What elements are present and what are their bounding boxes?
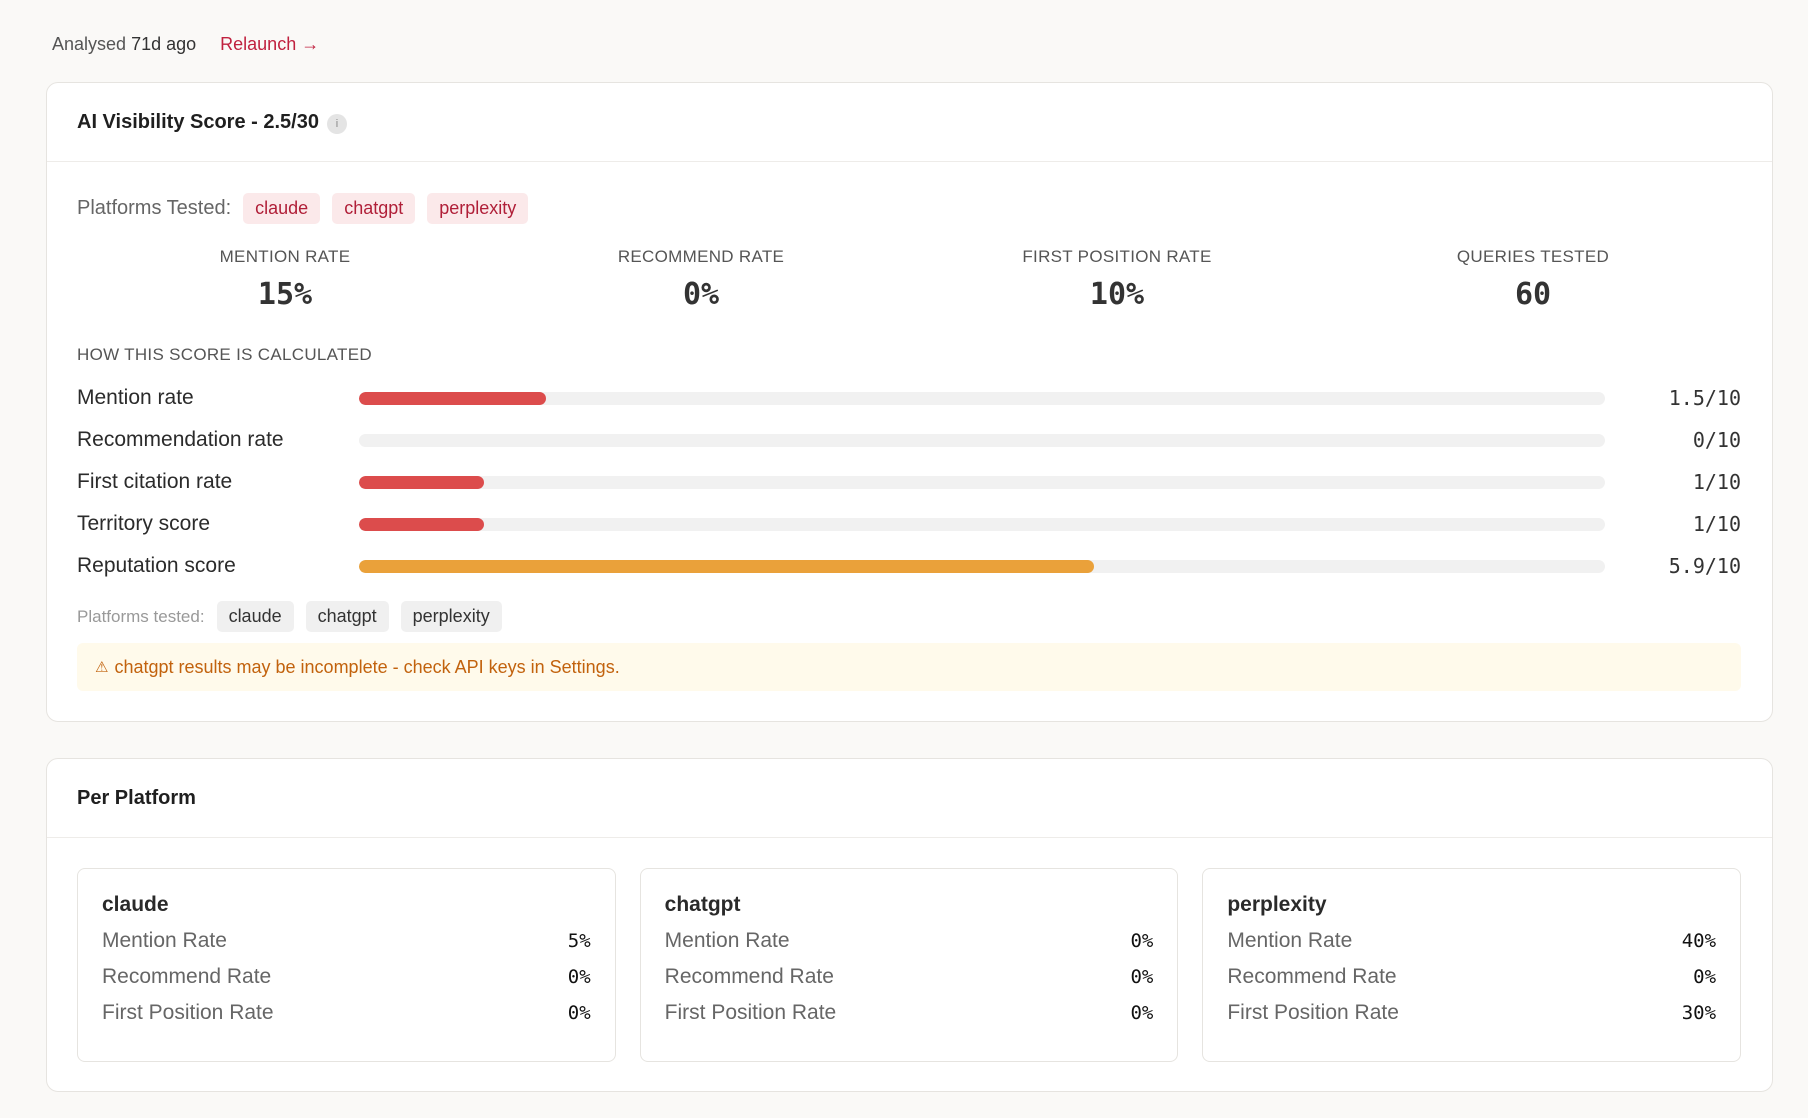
breakdown-label: Recommendation rate (77, 428, 284, 451)
stat-mention-rate: MENTION RATE 15% (77, 247, 493, 312)
platform-box-perplexity: perplexity Mention Rate 40% Recommend Ra… (1202, 868, 1742, 1062)
progress-track (359, 475, 1605, 489)
visibility-score-header: AI Visibility Score - 2.5/30 i (47, 83, 1772, 162)
analysed-timestamp: Analysed 71d ago (52, 34, 196, 55)
breakdown-row-mention: Mention rate 1.5/10 (77, 377, 1741, 419)
metric-value: 0% (1130, 1002, 1154, 1024)
breakdown-row-recommendation: Recommendation rate 0/10 (77, 419, 1741, 461)
progress-fill (359, 559, 1095, 573)
platform-box-chatgpt: chatgpt Mention Rate 0% Recommend Rate 0… (639, 868, 1179, 1062)
breakdown-label: Mention rate (77, 386, 194, 409)
metric-row: First Position Rate 0% (102, 995, 591, 1031)
progress-track (359, 517, 1605, 531)
per-platform-header: Per Platform (47, 759, 1772, 838)
breakdown-value: 1/10 (1692, 512, 1741, 536)
stat-queries-tested: QUERIES TESTED 60 (1325, 247, 1741, 312)
score-breakdown: Mention rate 1.5/10 Recommendation rate … (77, 377, 1741, 587)
progress-track (359, 433, 1605, 447)
breakdown-value: 1/10 (1692, 470, 1741, 494)
per-platform-title: Per Platform (77, 786, 196, 809)
breakdown-label: First citation rate (77, 470, 233, 493)
metric-row: First Position Rate 30% (1227, 995, 1716, 1031)
metric-value: 0% (1693, 966, 1717, 988)
visibility-score-card: AI Visibility Score - 2.5/30 i Platforms… (46, 82, 1773, 722)
stat-label: QUERIES TESTED (1456, 247, 1610, 266)
metric-label: Mention Rate (1227, 929, 1353, 952)
warning-text: chatgpt results may be incomplete - chec… (114, 656, 620, 677)
metric-value: 30% (1681, 1002, 1717, 1024)
analysed-time: 71d ago (131, 34, 197, 54)
breakdown-label: Reputation score (77, 554, 236, 577)
summary-stats: MENTION RATE 15% RECOMMEND RATE 0% FIRST… (77, 247, 1741, 312)
platforms-tested-row: Platforms Tested: claude chatgpt perplex… (77, 193, 529, 224)
metric-label: First Position Rate (1227, 1001, 1399, 1024)
stat-value: 60 (1514, 277, 1552, 312)
metric-label: Mention Rate (664, 929, 790, 952)
breakdown-value: 5.9/10 (1668, 554, 1741, 578)
breakdown-row-territory: Territory score 1/10 (77, 503, 1741, 545)
incomplete-results-warning: ⚠ chatgpt results may be incomplete - ch… (77, 643, 1741, 691)
breakdown-value: 1.5/10 (1668, 386, 1741, 410)
progress-fill (359, 517, 484, 531)
calculation-title: HOW THIS SCORE IS CALCULATED (77, 345, 372, 364)
platform-chip-perplexity: perplexity (400, 601, 502, 632)
metric-label: Mention Rate (102, 929, 227, 952)
metric-row: Mention Rate 5% (102, 923, 591, 959)
progress-fill (359, 475, 484, 489)
platform-grid: claude Mention Rate 5% Recommend Rate 0%… (77, 868, 1742, 1062)
platform-chip-claude: claude (216, 601, 294, 632)
metric-row: Recommend Rate 0% (102, 959, 591, 995)
stat-label: RECOMMEND RATE (617, 247, 785, 266)
platform-tag-claude: claude (243, 193, 321, 224)
stat-label: MENTION RATE (219, 247, 351, 266)
metric-row: Mention Rate 40% (1227, 923, 1716, 959)
progress-fill (359, 391, 546, 405)
platform-tag-perplexity: perplexity (427, 193, 529, 224)
platform-chip-chatgpt: chatgpt (305, 601, 389, 632)
visibility-score-title: AI Visibility Score - 2.5/30 (77, 110, 319, 133)
platform-box-claude: claude Mention Rate 5% Recommend Rate 0%… (77, 868, 616, 1062)
info-icon[interactable]: i (326, 114, 347, 134)
metric-label: Recommend Rate (102, 965, 272, 988)
metric-row: Recommend Rate 0% (665, 959, 1154, 995)
analysis-status-bar: Analysed 71d ago Relaunch → (52, 34, 319, 55)
platforms-tested-small-label: Platforms tested: (77, 606, 205, 626)
metric-label: First Position Rate (102, 1001, 274, 1024)
platform-tag-chatgpt: chatgpt (332, 193, 416, 224)
per-platform-card: Per Platform claude Mention Rate 5% Reco… (46, 758, 1773, 1092)
metric-value: 0% (567, 1002, 591, 1024)
breakdown-label: Territory score (77, 512, 211, 535)
metric-row: Recommend Rate 0% (1227, 959, 1716, 995)
platform-name: claude (102, 893, 169, 916)
warning-icon: ⚠ (95, 659, 109, 676)
metric-row: Mention Rate 0% (665, 923, 1154, 959)
analysed-prefix: Analysed (52, 34, 127, 54)
metric-value: 0% (1130, 930, 1154, 952)
metric-value: 0% (567, 966, 591, 988)
breakdown-row-reputation: Reputation score 5.9/10 (77, 545, 1741, 587)
platform-name: chatgpt (664, 893, 741, 916)
metric-value: 5% (567, 930, 591, 952)
platform-name: perplexity (1227, 893, 1327, 916)
metric-value: 0% (1130, 966, 1154, 988)
platforms-tested-small-row: Platforms tested: claude chatgpt perplex… (77, 601, 502, 632)
metric-label: Recommend Rate (664, 965, 834, 988)
platforms-tested-label: Platforms Tested: (77, 197, 232, 219)
relaunch-link[interactable]: Relaunch → (220, 34, 320, 54)
stat-value: 15% (257, 277, 313, 312)
stat-label: FIRST POSITION RATE (1022, 247, 1212, 266)
breakdown-row-first-citation: First citation rate 1/10 (77, 461, 1741, 503)
progress-track (359, 559, 1605, 573)
metric-label: First Position Rate (664, 1001, 837, 1024)
stat-value: 10% (1089, 277, 1145, 312)
progress-track (359, 391, 1605, 405)
metric-label: Recommend Rate (1227, 965, 1397, 988)
stat-value: 0% (682, 277, 720, 312)
stat-first-position-rate: FIRST POSITION RATE 10% (909, 247, 1325, 312)
metric-row: First Position Rate 0% (665, 995, 1154, 1031)
breakdown-value: 0/10 (1692, 428, 1741, 452)
stat-recommend-rate: RECOMMEND RATE 0% (493, 247, 909, 312)
metric-value: 40% (1681, 930, 1717, 952)
